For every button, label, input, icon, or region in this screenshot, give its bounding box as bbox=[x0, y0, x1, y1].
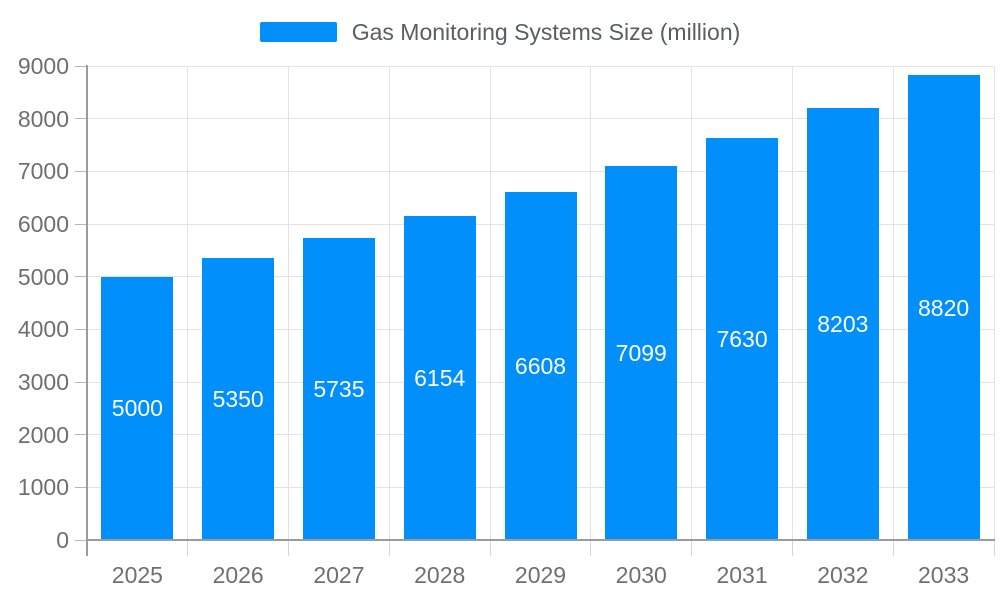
y-axis-tick bbox=[75, 276, 87, 278]
y-axis-tick bbox=[75, 539, 87, 541]
bar[interactable]: 5000 bbox=[101, 276, 174, 540]
x-axis-label: 2028 bbox=[414, 562, 466, 588]
y-axis-tick bbox=[75, 118, 87, 120]
y-axis-tick bbox=[75, 486, 87, 488]
x-axis-tick bbox=[993, 540, 995, 556]
bar[interactable]: 5350 bbox=[202, 258, 275, 540]
x-axis-label: 2030 bbox=[615, 562, 667, 588]
bar-value-label: 7099 bbox=[615, 340, 667, 367]
gridline-horizontal bbox=[87, 170, 994, 172]
y-axis-tick bbox=[75, 223, 87, 225]
gridline-horizontal bbox=[87, 118, 994, 120]
y-axis-label: 2000 bbox=[17, 421, 69, 448]
gridline-vertical bbox=[288, 66, 290, 540]
y-axis-tick bbox=[75, 328, 87, 330]
x-axis-tick bbox=[590, 540, 592, 556]
y-axis-label: 6000 bbox=[17, 211, 69, 237]
y-axis-label: 7000 bbox=[17, 158, 69, 185]
y-axis-label: 4000 bbox=[17, 316, 69, 343]
gridline-vertical bbox=[791, 66, 793, 540]
bar-value-label: 5350 bbox=[212, 386, 264, 413]
bar-value-label: 7630 bbox=[716, 326, 768, 353]
x-axis-tick bbox=[892, 540, 894, 556]
bar[interactable]: 6608 bbox=[504, 191, 577, 540]
x-axis-tick bbox=[187, 540, 189, 556]
gridline-vertical bbox=[489, 66, 491, 540]
gridline-vertical bbox=[993, 66, 995, 540]
bar[interactable]: 8820 bbox=[907, 75, 980, 540]
y-axis-tick bbox=[75, 170, 87, 172]
bar-value-label: 8203 bbox=[817, 310, 869, 337]
y-axis-label: 5000 bbox=[17, 263, 69, 290]
gridline-vertical bbox=[388, 66, 390, 540]
x-axis-label: 2032 bbox=[817, 562, 869, 588]
y-axis-tick bbox=[75, 434, 87, 436]
bar[interactable]: 8203 bbox=[806, 107, 879, 540]
x-axis-label: 2029 bbox=[514, 562, 567, 588]
bar-value-label: 5000 bbox=[111, 395, 163, 422]
gridline-vertical bbox=[691, 66, 693, 540]
x-axis-tick bbox=[489, 540, 491, 556]
bar[interactable]: 7099 bbox=[605, 166, 678, 540]
x-axis-label: 2031 bbox=[716, 562, 768, 588]
bar-value-label: 8820 bbox=[918, 294, 970, 321]
x-axis-tick bbox=[691, 540, 693, 556]
bar-value-label: 6154 bbox=[414, 364, 466, 391]
x-axis-label: 2027 bbox=[313, 562, 365, 588]
bar[interactable]: 5735 bbox=[302, 237, 375, 540]
legend-item[interactable]: Gas Monitoring Systems Size (million) bbox=[0, 17, 1000, 47]
y-axis-label: 9000 bbox=[17, 53, 69, 79]
gridline-vertical bbox=[892, 66, 894, 540]
y-axis-label: 8000 bbox=[17, 105, 69, 132]
y-axis-label: 3000 bbox=[17, 369, 69, 395]
x-axis-line bbox=[86, 539, 995, 541]
x-axis-tick bbox=[791, 540, 793, 556]
legend-marker-swatch bbox=[259, 22, 337, 42]
bar-value-label: 5735 bbox=[313, 375, 365, 402]
gridline-vertical bbox=[187, 66, 189, 540]
y-axis-tick bbox=[75, 381, 87, 383]
y-axis-tick bbox=[75, 65, 87, 67]
y-axis-label: 0 bbox=[56, 527, 69, 553]
x-axis-label: 2026 bbox=[212, 562, 264, 588]
y-axis-line bbox=[86, 65, 88, 556]
x-axis-label: 2025 bbox=[111, 562, 163, 588]
x-axis-tick bbox=[288, 540, 290, 556]
bar-value-label: 6608 bbox=[514, 352, 567, 379]
bar[interactable]: 7630 bbox=[706, 138, 779, 540]
gridline-vertical bbox=[590, 66, 592, 540]
bar[interactable]: 6154 bbox=[403, 215, 476, 540]
gridline-horizontal bbox=[87, 65, 994, 67]
y-axis-label: 1000 bbox=[17, 474, 69, 501]
legend-label: Gas Monitoring Systems Size (million) bbox=[351, 19, 741, 45]
x-axis-tick bbox=[388, 540, 390, 556]
x-axis-label: 2033 bbox=[918, 562, 970, 588]
